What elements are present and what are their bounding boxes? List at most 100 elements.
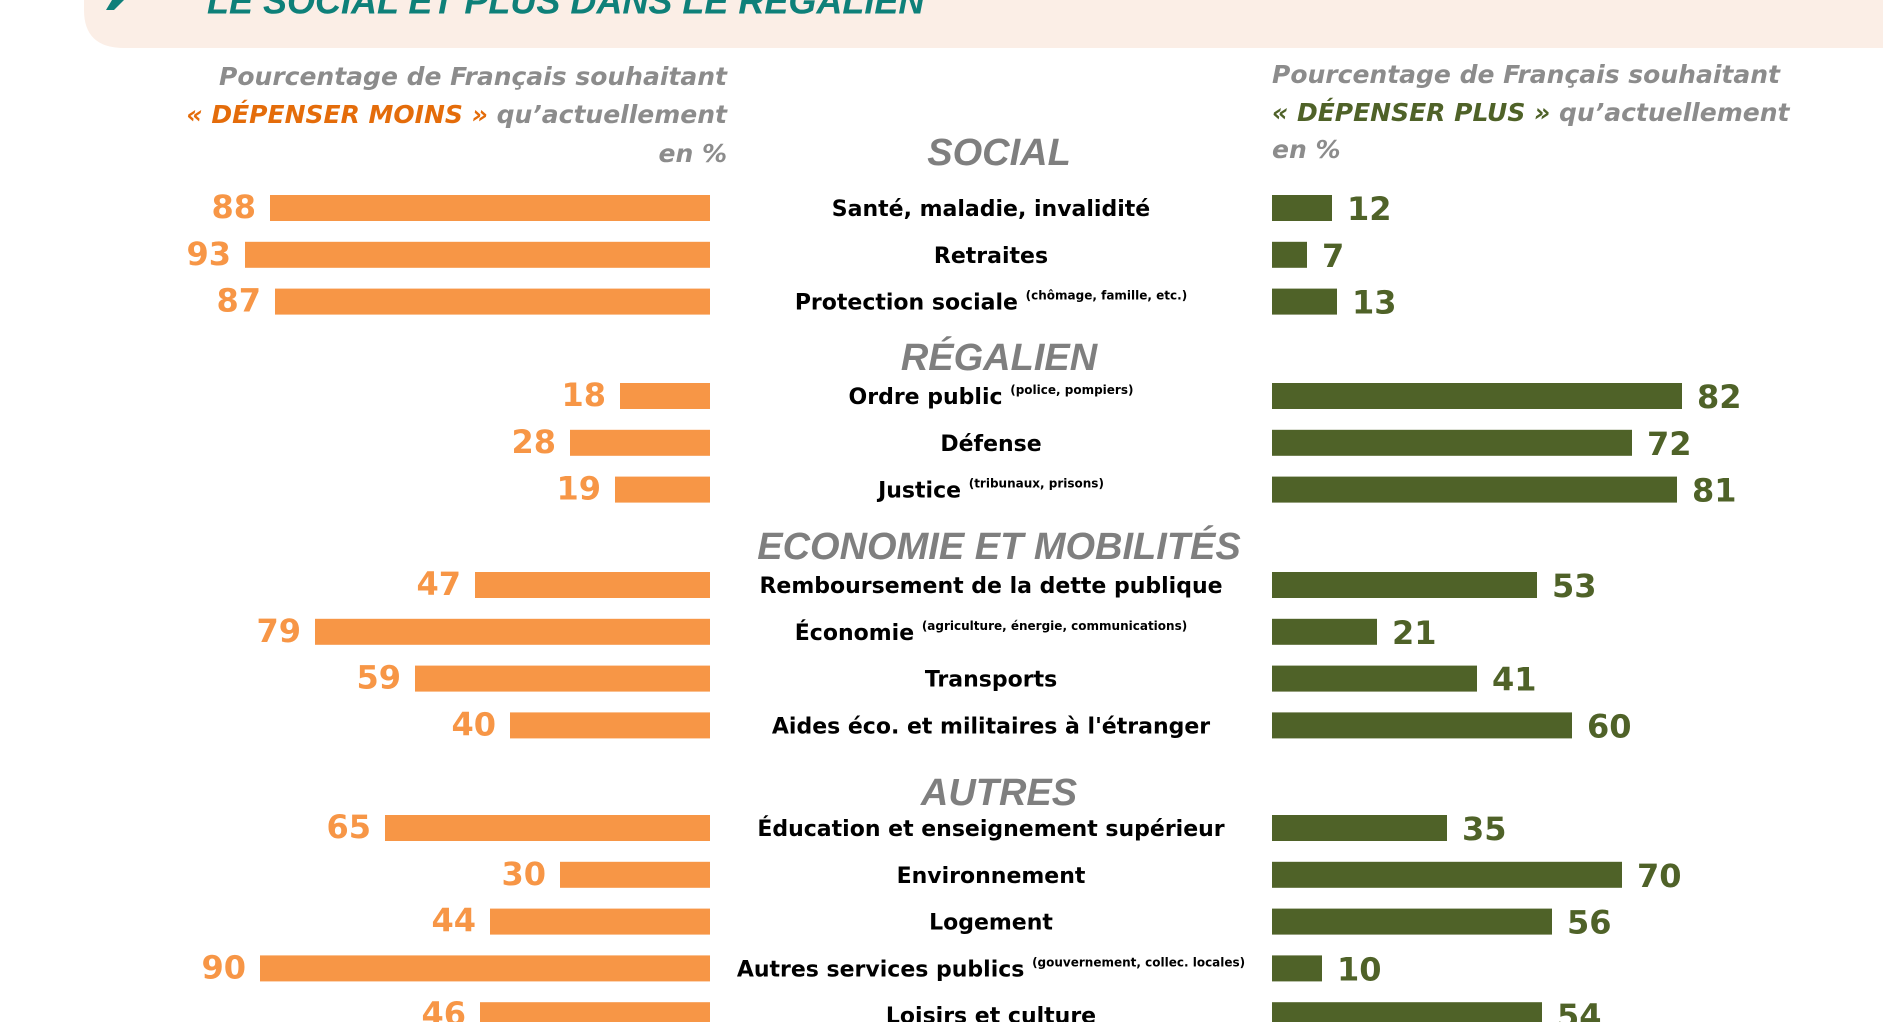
bar — [1272, 665, 1477, 692]
category-label: Transports — [925, 668, 1057, 693]
category-name: Autres services publics — [737, 957, 1025, 982]
category-name: Retraites — [934, 244, 1048, 269]
bar — [245, 241, 710, 268]
value-label: 21 — [1392, 614, 1437, 652]
header-line: « DÉPENSER PLUS » qu’actuellement — [1272, 98, 1790, 127]
bar — [1272, 815, 1447, 841]
value-label: 88 — [211, 188, 256, 226]
category-label: Remboursement de la dette publique — [759, 574, 1222, 599]
category-name: Éducation et enseignement supérieur — [757, 816, 1224, 842]
category-label: Économie (agriculture, énergie, communic… — [795, 618, 1187, 646]
bar — [560, 861, 710, 888]
value-label: 65 — [326, 808, 371, 846]
group-title: RÉGALIEN — [901, 335, 1099, 379]
category-label: Défense — [940, 432, 1041, 457]
category-note: (tribunaux, prisons) — [969, 476, 1104, 490]
value-label: 54 — [1557, 997, 1602, 1022]
space — [488, 100, 497, 129]
value-label: 53 — [1552, 567, 1597, 605]
category-name: Économie — [795, 620, 914, 646]
category-name: Transports — [925, 668, 1057, 693]
category-name: Loisirs et culture — [886, 1004, 1096, 1022]
value-label: 70 — [1637, 857, 1682, 895]
bar — [275, 288, 710, 315]
value-label: 19 — [556, 470, 601, 508]
category-name: Protection sociale — [795, 291, 1018, 316]
bar — [620, 383, 710, 409]
space — [1550, 98, 1559, 127]
value-label: 13 — [1352, 284, 1397, 322]
bar — [1272, 195, 1332, 221]
category-label: Ordre public (police, pompiers) — [849, 383, 1134, 411]
category-name: Santé, maladie, invalidité — [832, 197, 1150, 222]
space — [961, 479, 969, 504]
category-label: Logement — [929, 911, 1053, 936]
value-label: 10 — [1337, 950, 1382, 988]
value-label: 93 — [186, 235, 231, 273]
header-suffix: qu’actuellement — [497, 100, 728, 129]
bar — [1272, 429, 1632, 456]
value-label: 90 — [201, 948, 246, 986]
series-name: « DÉPENSER MOINS » — [186, 100, 487, 129]
bar — [1272, 288, 1337, 315]
value-label: 59 — [356, 659, 401, 697]
bar — [475, 572, 710, 598]
bar — [1272, 383, 1682, 409]
bar — [480, 1002, 710, 1022]
bar — [615, 476, 710, 503]
value-label: 82 — [1697, 378, 1742, 416]
header-line: Pourcentage de Français souhaitant — [219, 62, 728, 91]
category-label: Justice (tribunaux, prisons) — [876, 476, 1104, 504]
series-name: « DÉPENSER PLUS » — [1272, 98, 1550, 127]
category-label: Environnement — [897, 864, 1086, 889]
category-name: Défense — [940, 432, 1041, 457]
category-name: Remboursement de la dette publique — [759, 574, 1222, 599]
bar — [1272, 712, 1572, 739]
space — [1024, 957, 1032, 982]
bar — [490, 908, 710, 935]
header-line: en % — [1272, 135, 1341, 164]
bar — [1272, 861, 1622, 888]
value-label: 41 — [1492, 661, 1537, 699]
value-label: 30 — [501, 855, 546, 893]
group-title: ECONOMIE ET MOBILITÉS — [757, 524, 1240, 568]
bar — [1272, 572, 1537, 598]
category-note: (gouvernement, collec. locales) — [1032, 955, 1245, 969]
space — [1003, 385, 1011, 410]
category-name: Ordre public — [849, 385, 1003, 410]
value-label: 81 — [1692, 472, 1737, 510]
value-label: 47 — [416, 565, 461, 603]
header-line: « DÉPENSER MOINS » qu’actuellement — [186, 100, 728, 129]
group-title: SOCIAL — [927, 132, 1071, 174]
value-label: 7 — [1322, 237, 1344, 275]
value-label: 46 — [421, 995, 466, 1022]
value-label: 12 — [1347, 190, 1392, 228]
value-label: 87 — [216, 282, 261, 320]
category-note: (chômage, famille, etc.) — [1026, 288, 1188, 302]
bar — [415, 665, 710, 692]
category-name: Justice — [876, 479, 961, 504]
category-label: Retraites — [934, 244, 1048, 269]
group-title: AUTRES — [920, 772, 1077, 814]
chart-title: LE SOCIAL ET PLUS DANS LE RÉGALIEN — [207, 0, 925, 22]
category-label: Loisirs et culture — [886, 1004, 1096, 1022]
bar — [260, 955, 710, 982]
bar — [1272, 955, 1322, 982]
category-label: Protection sociale (chômage, famille, et… — [795, 288, 1187, 316]
bar — [315, 618, 710, 645]
bar — [1272, 1002, 1542, 1022]
bar — [270, 195, 710, 221]
category-label: Santé, maladie, invalidité — [832, 197, 1150, 222]
category-label: Autres services publics (gouvernement, c… — [737, 955, 1245, 983]
title-band — [84, 0, 1883, 48]
category-note: (police, pompiers) — [1010, 383, 1133, 397]
bar — [1272, 476, 1677, 503]
value-label: 72 — [1647, 425, 1692, 463]
category-name: Logement — [929, 911, 1053, 936]
bar — [570, 429, 710, 456]
value-label: 18 — [561, 376, 606, 414]
value-label: 79 — [256, 612, 301, 650]
category-name: Aides éco. et militaires à l'étranger — [772, 714, 1210, 739]
category-label: Aides éco. et militaires à l'étranger — [772, 714, 1210, 739]
bar — [510, 712, 710, 739]
